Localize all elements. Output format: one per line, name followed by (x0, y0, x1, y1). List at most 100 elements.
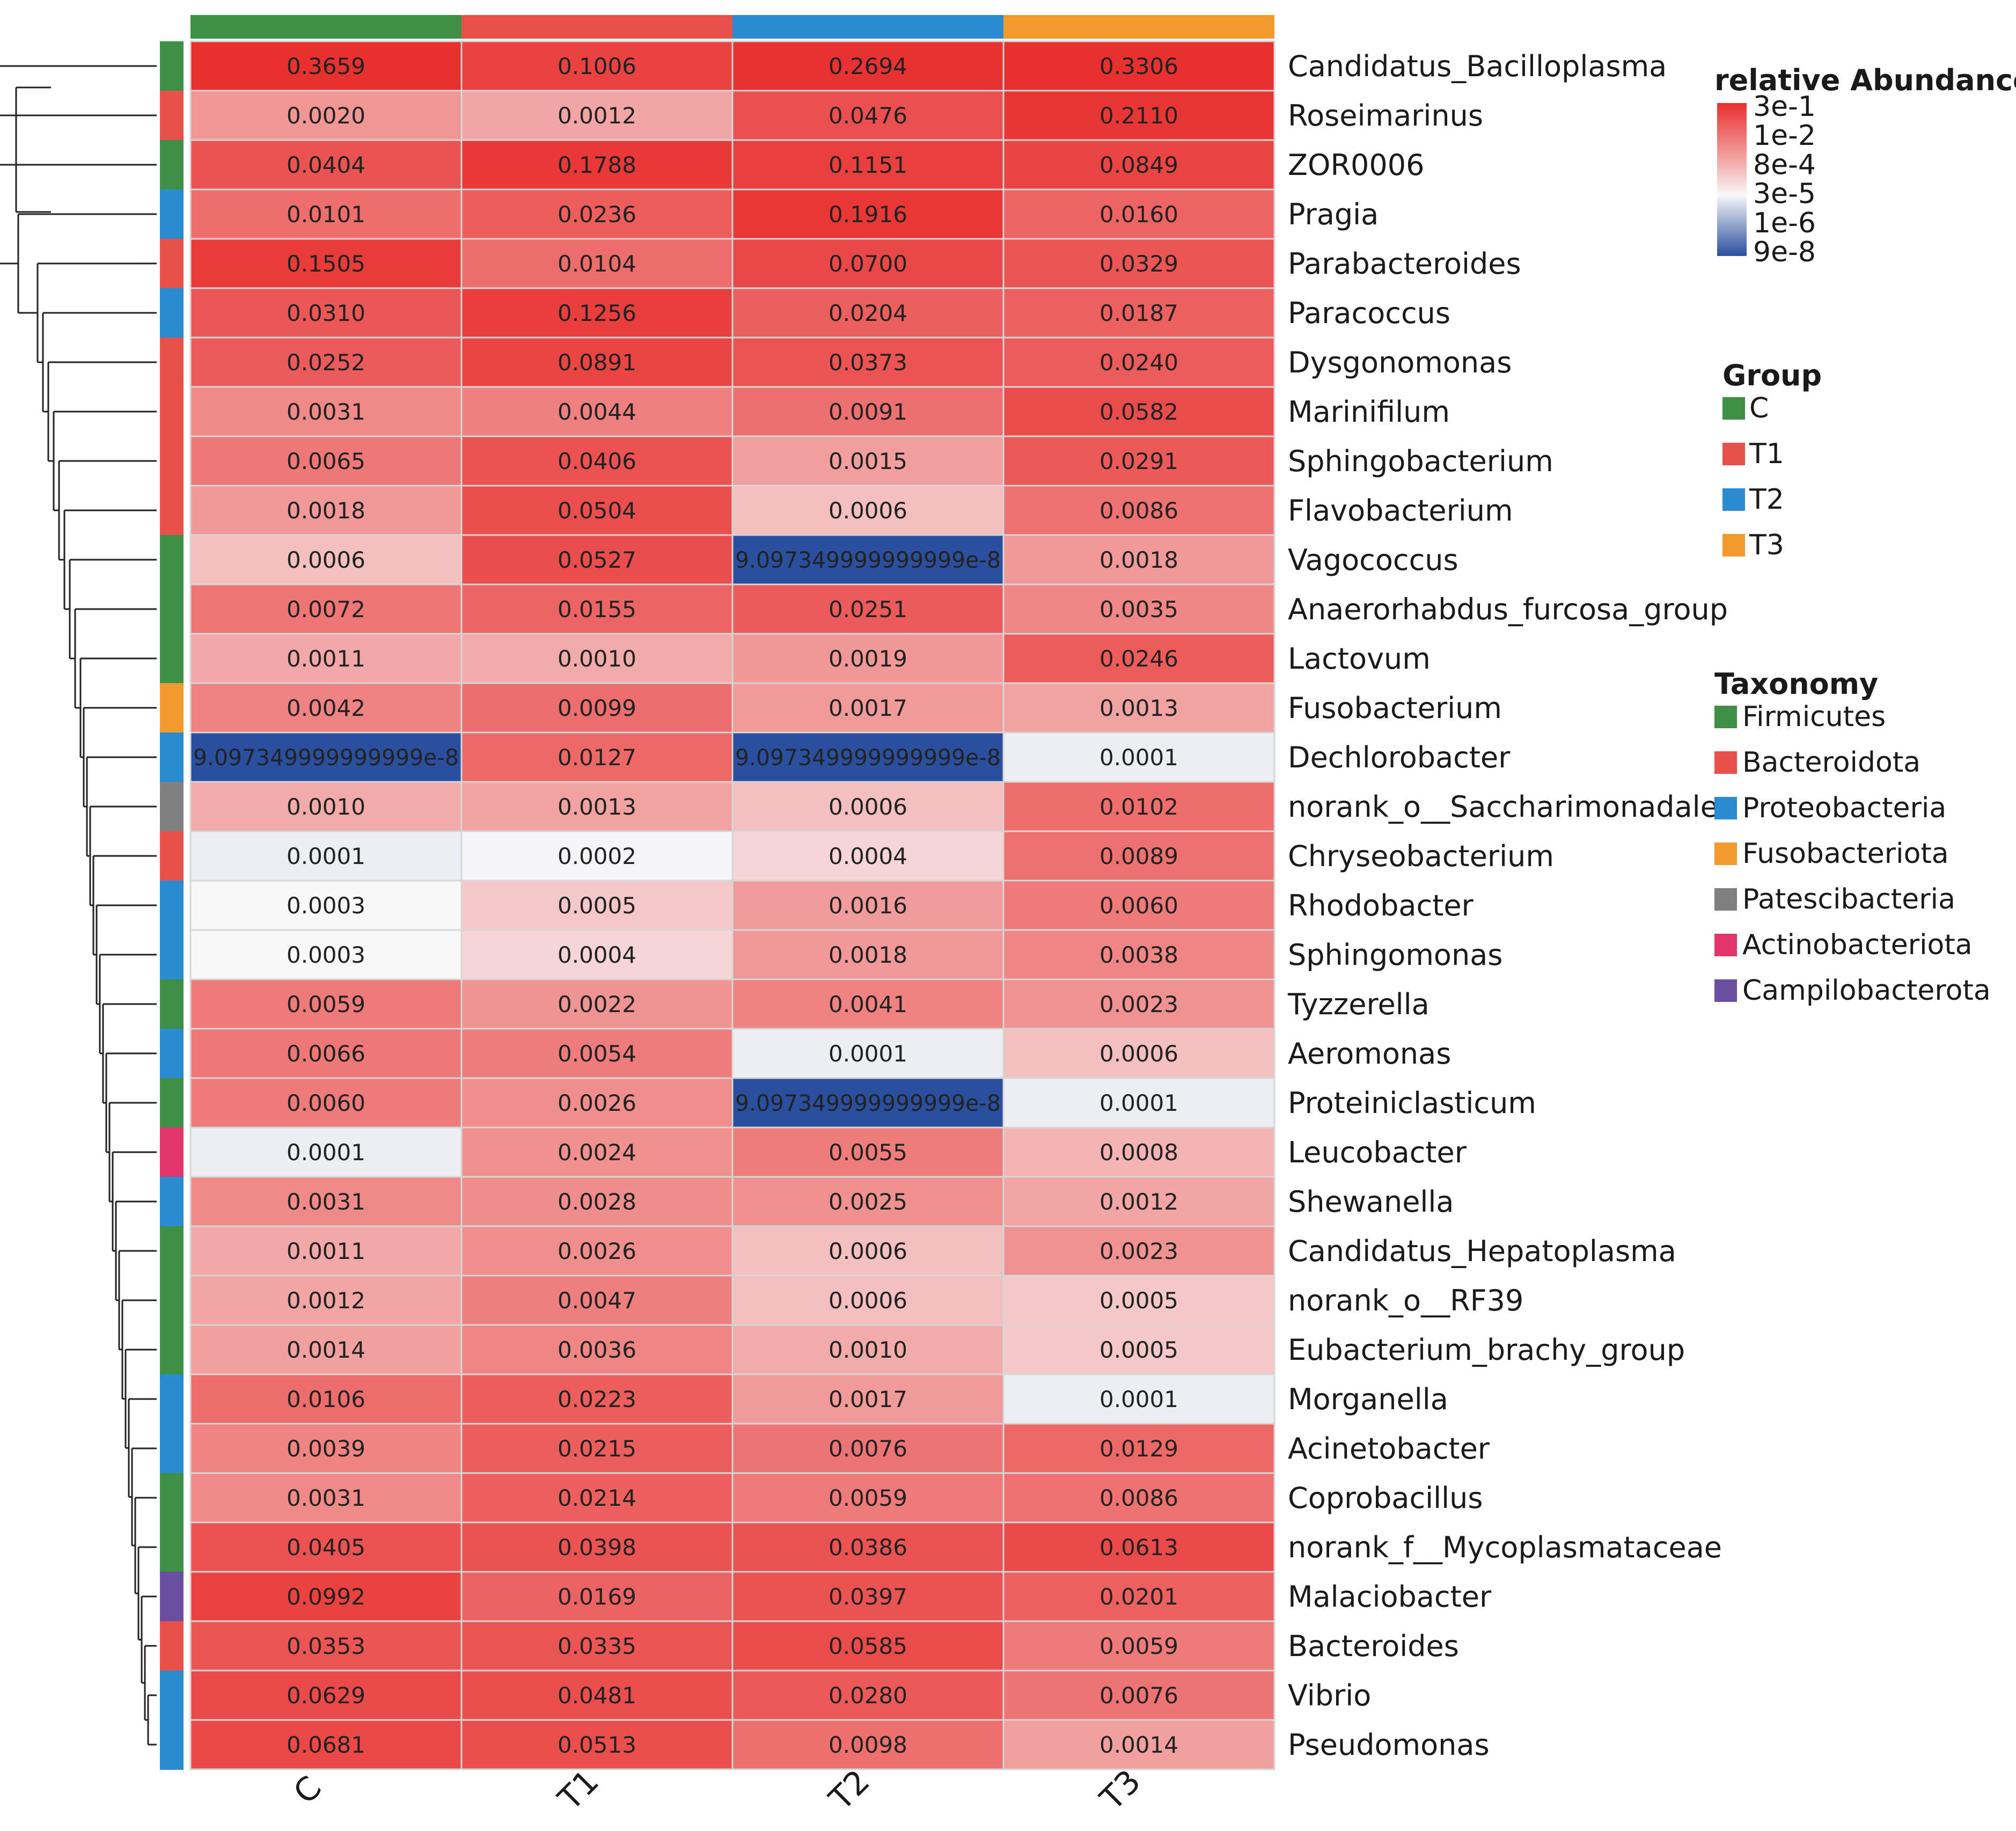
cell-value-label: 0.0001 (287, 843, 365, 869)
abundance-color-bar (1717, 103, 1747, 256)
cell-value-label: 0.0280 (829, 1682, 907, 1709)
taxonomy-swatch (160, 1473, 184, 1523)
taxonomy-swatch (160, 1522, 184, 1572)
cell-value-label: 0.0002 (558, 843, 636, 869)
heatmap-cell (731, 1028, 1005, 1079)
heatmap-cell (1002, 781, 1275, 832)
abundance-tick-label: 1e-6 (1753, 207, 1816, 239)
heatmap-cell (731, 830, 1005, 882)
group-bar-t3 (1003, 15, 1274, 39)
heatmap-cell (1002, 1176, 1275, 1227)
cell-value-label: 0.0373 (829, 349, 907, 376)
heatmap-cell (189, 1669, 463, 1721)
row-label: norank_o__RF39 (1288, 1284, 1523, 1317)
cell-value-label: 0.0527 (558, 547, 636, 573)
cell-value-label: 0.0006 (829, 794, 907, 820)
cell-value-label: 0.0386 (829, 1534, 907, 1561)
heatmap-cell (731, 880, 1005, 931)
row-label: Sphingobacterium (1288, 444, 1553, 478)
heatmap-cell (1002, 978, 1275, 1030)
heatmap-cell (460, 583, 734, 635)
heatmap-cell (460, 1521, 734, 1573)
cell-value-label: 0.0011 (287, 1238, 365, 1264)
taxonomy-swatch (160, 535, 184, 585)
heatmap-cell (731, 435, 1005, 487)
row-label: Flavobacterium (1288, 494, 1513, 528)
cell-value-label: 0.0020 (287, 102, 365, 129)
group-legend-label: T3 (1749, 529, 1784, 561)
heatmap-cell (731, 1571, 1005, 1622)
cell-value-label: 9.097349999999999e-8 (735, 1090, 1001, 1116)
abundance-legend: relative Abundance3e-11e-28e-43e-51e-69e… (1714, 63, 2016, 268)
heatmap-cell (460, 1225, 734, 1277)
heatmap-cell (1002, 40, 1275, 92)
heatmap-cell (460, 386, 734, 437)
taxonomy-swatch (160, 1029, 184, 1079)
heatmap-cell (1002, 633, 1275, 684)
abundance-tick-label: 9e-8 (1753, 236, 1816, 268)
taxonomy-legend-title: Taxonomy (1714, 667, 1878, 701)
cell-value-label: 0.0010 (558, 646, 636, 672)
cell-value-label: 0.0076 (829, 1435, 907, 1462)
heatmap-cell (460, 633, 734, 684)
cell-value-label: 0.0001 (287, 1139, 365, 1166)
row-label: Rhodobacter (1288, 889, 1474, 922)
cell-value-label: 0.1505 (287, 251, 365, 277)
group-bar-t2 (732, 15, 1003, 39)
heatmap-cell (1002, 1423, 1275, 1474)
cell-value-label: 0.0246 (1099, 646, 1178, 672)
cell-value-label: 0.0101 (287, 201, 365, 228)
taxonomy-legend-label: Firmicutes (1742, 701, 1886, 733)
heatmap-cell (1002, 287, 1275, 339)
cell-value-label: 0.0406 (558, 448, 636, 474)
abundance-tick-label: 8e-4 (1753, 149, 1816, 181)
heatmap-cell (189, 1126, 463, 1178)
heatmap-cell (731, 1126, 1005, 1178)
group-legend-label: T2 (1749, 484, 1784, 516)
heatmap-cell (1002, 1571, 1275, 1622)
cell-value-label: 0.0025 (829, 1189, 907, 1215)
heatmap-cell (731, 1225, 1005, 1277)
cell-value-label: 0.0012 (1099, 1189, 1178, 1215)
row-label: Bacteroides (1288, 1629, 1459, 1663)
cell-value-label: 9.097349999999999e-8 (735, 547, 1001, 573)
cell-value-label: 0.0011 (287, 646, 365, 672)
cell-value-label: 0.0223 (558, 1386, 636, 1412)
heatmap-cell (460, 238, 734, 289)
cell-value-label: 0.0006 (829, 1238, 907, 1264)
taxonomy-legend-swatch (1714, 934, 1737, 956)
taxonomy-swatch (160, 239, 184, 289)
cell-value-label: 0.0335 (558, 1633, 636, 1659)
heatmap-cell (189, 830, 463, 882)
row-label: Parabacteroides (1288, 247, 1521, 281)
taxonomy-annotation-bar (160, 41, 184, 1770)
taxonomy-swatch (160, 189, 184, 239)
group-legend-swatch (1722, 443, 1745, 465)
cell-value-label: 0.2110 (1099, 102, 1178, 129)
cell-value-label: 0.0035 (1099, 596, 1178, 622)
taxonomy-swatch (160, 1572, 184, 1622)
cell-value-label: 0.0310 (287, 300, 365, 326)
taxonomy-swatch (160, 584, 184, 634)
taxonomy-swatch (160, 881, 184, 931)
taxonomy-swatch (160, 1325, 184, 1375)
taxonomy-swatch (160, 1226, 184, 1276)
row-label: Leucobacter (1288, 1136, 1467, 1169)
heatmap-cell (731, 1423, 1005, 1474)
heatmap-cell (460, 1571, 734, 1622)
row-label: Fusobacterium (1288, 691, 1502, 725)
cell-value-label: 0.0023 (1099, 991, 1178, 1017)
row-label: Chryseobacterium (1288, 839, 1554, 873)
cell-value-label: 0.0504 (558, 497, 636, 524)
row-label: Pseudomonas (1288, 1728, 1490, 1762)
heatmap-cell (460, 1620, 734, 1672)
heatmap-cell (731, 534, 1005, 585)
row-label: Anaerorhabdus_furcosa_group (1288, 592, 1728, 626)
cell-value-label: 0.0240 (1099, 349, 1178, 376)
row-label: Candidatus_Bacilloplasma (1288, 49, 1667, 83)
row-label: Vagococcus (1288, 543, 1458, 577)
heatmap-cell (731, 978, 1005, 1030)
heatmap-cell (731, 1275, 1005, 1326)
taxonomy-legend-label: Actinobacteriota (1742, 929, 1973, 961)
